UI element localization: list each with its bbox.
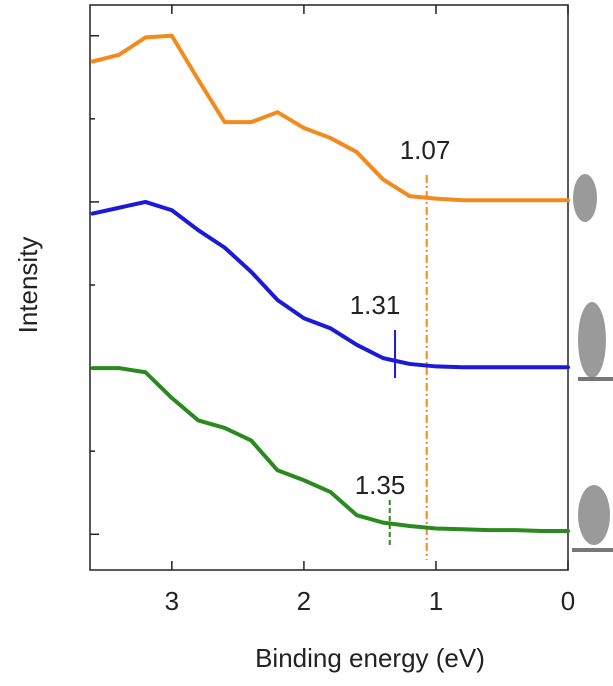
substrate-icon: [572, 548, 613, 552]
marker-label: 1.31: [350, 290, 401, 320]
molecule-icon: [573, 174, 597, 222]
x-axis-title: Binding energy (eV): [255, 643, 485, 673]
structure-images: [572, 174, 613, 552]
plot-frame: [89, 4, 569, 571]
molecule-icon: [578, 485, 610, 545]
x-tick-label: 1: [429, 586, 443, 616]
y-axis-title: Intensity: [13, 237, 43, 334]
marker-label: 1.35: [355, 470, 406, 500]
substrate-icon: [578, 377, 613, 381]
series-line: [90, 199, 570, 370]
x-tick-label: 2: [297, 586, 311, 616]
x-tick-label: 3: [165, 586, 179, 616]
series-line: [90, 33, 570, 203]
marker-label: 1.07: [400, 135, 451, 165]
molecule-icon: [578, 302, 606, 378]
series-line: [90, 366, 570, 533]
x-tick-label: 0: [561, 586, 575, 616]
